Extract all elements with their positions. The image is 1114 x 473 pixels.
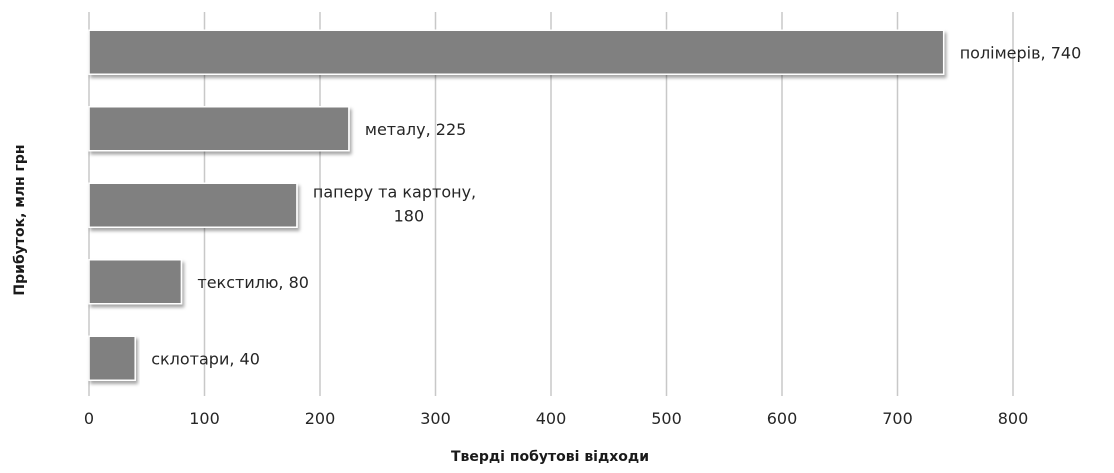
data-label: паперу та картону, — [313, 182, 476, 201]
x-tick-label: 0 — [84, 409, 94, 428]
bar — [88, 259, 183, 305]
x-axis-ticks: 0 100 200 300 400 500 600 700 800 — [84, 409, 1028, 428]
data-label: металу, 225 — [365, 120, 466, 139]
data-label: склотари, 40 — [151, 349, 260, 368]
x-tick-label: 400 — [536, 409, 567, 428]
y-axis-title: Прибуток, млн грн — [12, 144, 28, 295]
x-tick-label: 100 — [189, 409, 220, 428]
bar — [88, 29, 945, 75]
x-tick-label: 500 — [651, 409, 682, 428]
x-tick-label: 200 — [305, 409, 336, 428]
x-tick-label: 600 — [767, 409, 798, 428]
bar — [88, 106, 350, 152]
gridlines — [88, 12, 1014, 396]
x-tick-label: 800 — [998, 409, 1029, 428]
bar — [88, 182, 298, 228]
x-tick-label: 300 — [420, 409, 451, 428]
x-tick-label: 700 — [882, 409, 913, 428]
data-label: текстилю, 80 — [197, 273, 309, 292]
bar — [88, 335, 136, 381]
data-label-value: 180 — [394, 206, 425, 225]
x-axis-title: Тверді побутові відходи — [451, 449, 649, 465]
data-label: полімерів, 740 — [960, 43, 1082, 62]
bars — [88, 29, 945, 381]
data-labels: полімерів, 740 металу, 225 паперу та карто… — [151, 43, 1081, 368]
